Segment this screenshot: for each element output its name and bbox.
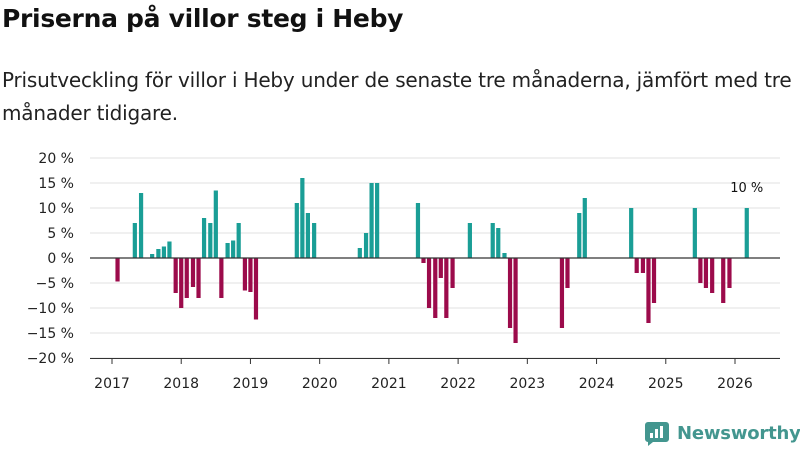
bar	[629, 208, 634, 258]
bar	[507, 258, 513, 328]
bar	[115, 258, 120, 282]
bar	[300, 178, 305, 258]
bar	[294, 203, 299, 258]
bar	[502, 253, 507, 258]
bar	[231, 240, 236, 258]
bar	[703, 258, 709, 288]
bar	[156, 249, 161, 258]
bar	[190, 258, 196, 287]
x-tick-label: 2017	[94, 376, 130, 392]
bar	[312, 223, 317, 258]
bar	[179, 258, 184, 308]
bar	[225, 243, 230, 258]
y-tick-label: −20 %	[27, 351, 74, 367]
bar	[184, 258, 189, 298]
bar	[710, 258, 715, 293]
bar	[513, 258, 518, 343]
bar	[150, 254, 155, 258]
bar	[646, 258, 651, 323]
bar	[167, 241, 172, 258]
bar	[450, 258, 455, 288]
chart-title: Priserna på villor steg i Heby	[2, 4, 404, 33]
bar	[253, 258, 259, 320]
bar	[467, 223, 472, 258]
bar	[421, 258, 426, 263]
bar	[490, 223, 495, 258]
y-tick-label: −10 %	[27, 301, 74, 317]
bar	[213, 190, 218, 258]
x-tick-label: 2021	[371, 376, 407, 392]
bar	[496, 228, 501, 258]
bar	[132, 223, 137, 258]
bar	[433, 258, 438, 318]
y-tick-label: 15 %	[38, 176, 74, 192]
newsworthy-logo-icon	[645, 422, 669, 446]
y-tick-label: −5 %	[36, 276, 74, 292]
latest-value-label: 10 %	[730, 181, 763, 196]
bar	[138, 193, 144, 258]
bar	[415, 203, 421, 258]
bar	[721, 258, 726, 303]
brand-logo[interactable]: Newsworthy	[644, 420, 800, 446]
bar	[692, 208, 697, 258]
y-tick-label: 0 %	[47, 251, 74, 267]
bar	[201, 218, 207, 258]
x-tick-label: 2025	[648, 376, 684, 392]
x-tick-label: 2022	[440, 376, 476, 392]
bar	[242, 258, 248, 291]
bar	[173, 258, 178, 293]
bar	[559, 258, 565, 328]
x-tick-label: 2019	[233, 376, 269, 392]
bar	[698, 258, 703, 283]
bar	[219, 258, 224, 298]
x-tick-label: 2020	[302, 376, 338, 392]
bar	[305, 213, 310, 258]
x-tick-label: 2026	[717, 376, 753, 392]
bar	[582, 198, 587, 258]
y-tick-label: 5 %	[47, 226, 74, 242]
bar	[444, 258, 449, 318]
bar	[651, 258, 657, 303]
bar	[161, 246, 167, 258]
bar	[369, 183, 374, 258]
brand-name: Newsworthy	[677, 422, 800, 444]
bar	[426, 258, 432, 308]
y-tick-label: 20 %	[38, 151, 74, 167]
bar	[236, 223, 241, 258]
bar	[375, 183, 380, 258]
bar	[640, 258, 646, 273]
bar	[438, 258, 443, 278]
bar	[744, 208, 749, 258]
bar	[363, 233, 369, 258]
bar	[248, 258, 253, 292]
bar	[208, 223, 213, 258]
bar	[357, 248, 362, 258]
bar	[634, 258, 639, 273]
bar	[196, 258, 201, 298]
x-tick-label: 2023	[510, 376, 546, 392]
y-tick-label: −15 %	[27, 326, 74, 342]
y-tick-label: 10 %	[38, 201, 74, 217]
x-tick-label: 2024	[579, 376, 615, 392]
bar	[577, 213, 582, 258]
bar	[727, 258, 732, 288]
x-tick-label: 2018	[163, 376, 199, 392]
chart-subtitle: Prisutveckling för villor i Heby under d…	[2, 68, 792, 125]
bar	[565, 258, 570, 288]
